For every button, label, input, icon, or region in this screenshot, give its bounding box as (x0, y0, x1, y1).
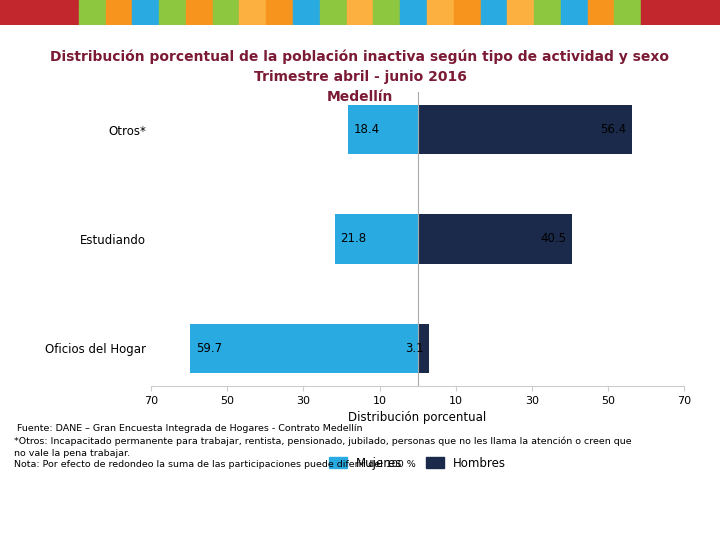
Bar (240, 0, 266, 25)
Bar (374, 0, 400, 25)
Text: 18.4: 18.4 (354, 123, 379, 136)
Bar (293, 0, 320, 25)
Bar (418, 323, 429, 373)
Text: 40.5: 40.5 (540, 232, 566, 246)
Bar (454, 0, 480, 25)
Text: 59.7: 59.7 (196, 342, 222, 355)
Bar (614, 0, 642, 25)
Text: 56.4: 56.4 (600, 123, 626, 136)
Bar (186, 0, 212, 25)
Bar (561, 0, 588, 25)
Bar (427, 0, 454, 25)
Bar (106, 0, 132, 25)
Bar (588, 0, 614, 25)
Text: Medellín: Medellín (327, 90, 393, 104)
Bar (320, 0, 346, 25)
Text: Fuente: DANE – Gran Encuesta Integrada de Hogares - Contrato Medellín: Fuente: DANE – Gran Encuesta Integrada d… (14, 424, 363, 433)
Bar (159, 0, 186, 25)
Bar (212, 0, 240, 25)
Bar (418, 214, 572, 264)
Bar (508, 0, 534, 25)
Bar (348, 105, 418, 154)
Bar (0, 0, 78, 25)
Bar (642, 0, 720, 25)
Text: Nota: Por efecto de redondeo la suma de las participaciones puede diferir del 10: Nota: Por efecto de redondeo la suma de … (14, 460, 416, 469)
Text: 3.1: 3.1 (405, 342, 423, 355)
Bar (400, 0, 427, 25)
Bar (132, 0, 159, 25)
Bar (78, 0, 106, 25)
Bar (480, 0, 508, 25)
Bar (418, 105, 632, 154)
Bar (534, 0, 561, 25)
Text: Trimestre abril - junio 2016: Trimestre abril - junio 2016 (253, 70, 467, 84)
Text: *Otros: Incapacitado permanente para trabajar, rentista, pensionado, jubilado, p: *Otros: Incapacitado permanente para tra… (14, 436, 632, 446)
Bar (266, 0, 293, 25)
Text: Distribución porcentual de la población inactiva según tipo de actividad y sexo: Distribución porcentual de la población … (50, 50, 670, 64)
X-axis label: Distribución porcentual: Distribución porcentual (348, 411, 487, 424)
Legend: Mujeres, Hombres: Mujeres, Hombres (324, 452, 511, 474)
Text: no vale la pena trabajar.: no vale la pena trabajar. (14, 449, 130, 458)
Bar (335, 214, 418, 264)
Bar (190, 323, 418, 373)
Text: 21.8: 21.8 (341, 232, 366, 246)
Bar (346, 0, 374, 25)
